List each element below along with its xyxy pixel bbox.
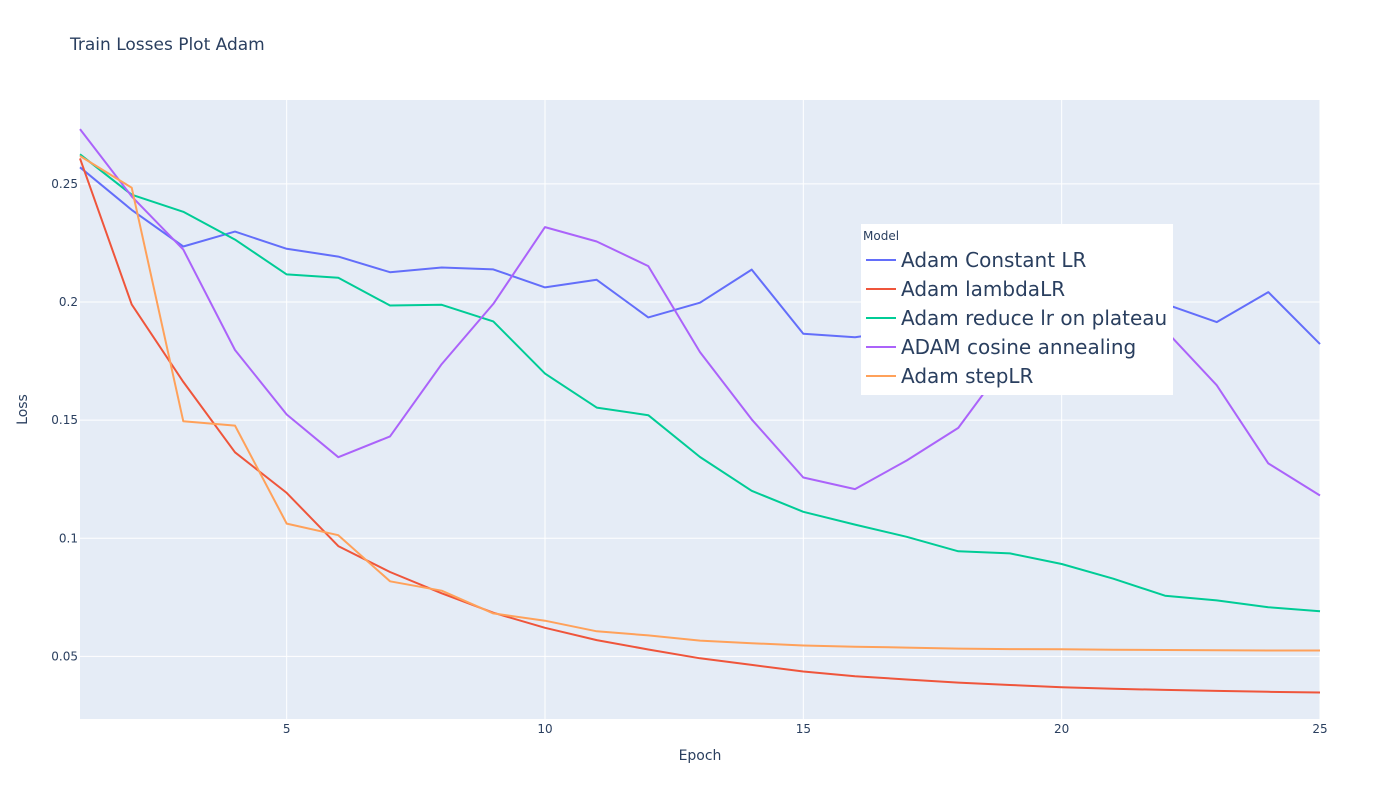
x-axis-ticks: 5 10 15 20 25 bbox=[283, 722, 1328, 736]
y-tick-label: 0.1 bbox=[59, 531, 78, 545]
y-tick-label: 0.15 bbox=[51, 413, 78, 427]
legend-box bbox=[861, 224, 1173, 395]
x-tick-label: 10 bbox=[537, 722, 552, 736]
legend-label: Adam stepLR bbox=[901, 364, 1034, 388]
legend-items: Adam Constant LR Adam lambdaLR Adam reduce… bbox=[866, 248, 1167, 388]
chart-title: Train Losses Plot Adam bbox=[69, 35, 265, 55]
x-tick-label: 25 bbox=[1312, 722, 1327, 736]
x-tick-label: 15 bbox=[796, 722, 811, 736]
y-axis-label: Loss bbox=[15, 394, 31, 425]
series-line bbox=[79, 153, 1321, 613]
legend-label: Adam reduce lr on plateau bbox=[901, 306, 1167, 330]
series-line bbox=[79, 155, 1320, 652]
x-tick-label: 20 bbox=[1054, 722, 1069, 736]
legend-label: Adam lambdaLR bbox=[901, 277, 1065, 301]
x-tick-label: 5 bbox=[283, 722, 291, 736]
x-axis-label: Epoch bbox=[679, 748, 722, 764]
series-line bbox=[79, 158, 1321, 694]
y-tick-label: 0.25 bbox=[51, 177, 78, 191]
legend-label: Adam Constant LR bbox=[901, 248, 1087, 272]
plot-area bbox=[80, 100, 1320, 719]
y-tick-label: 0.05 bbox=[51, 649, 78, 663]
legend-title: Model bbox=[863, 229, 899, 243]
y-tick-label: 0.2 bbox=[59, 295, 78, 309]
y-axis-ticks: 0.05 0.1 0.15 0.2 0.25 bbox=[51, 177, 78, 664]
legend-label: ADAM cosine annealing bbox=[901, 335, 1136, 359]
